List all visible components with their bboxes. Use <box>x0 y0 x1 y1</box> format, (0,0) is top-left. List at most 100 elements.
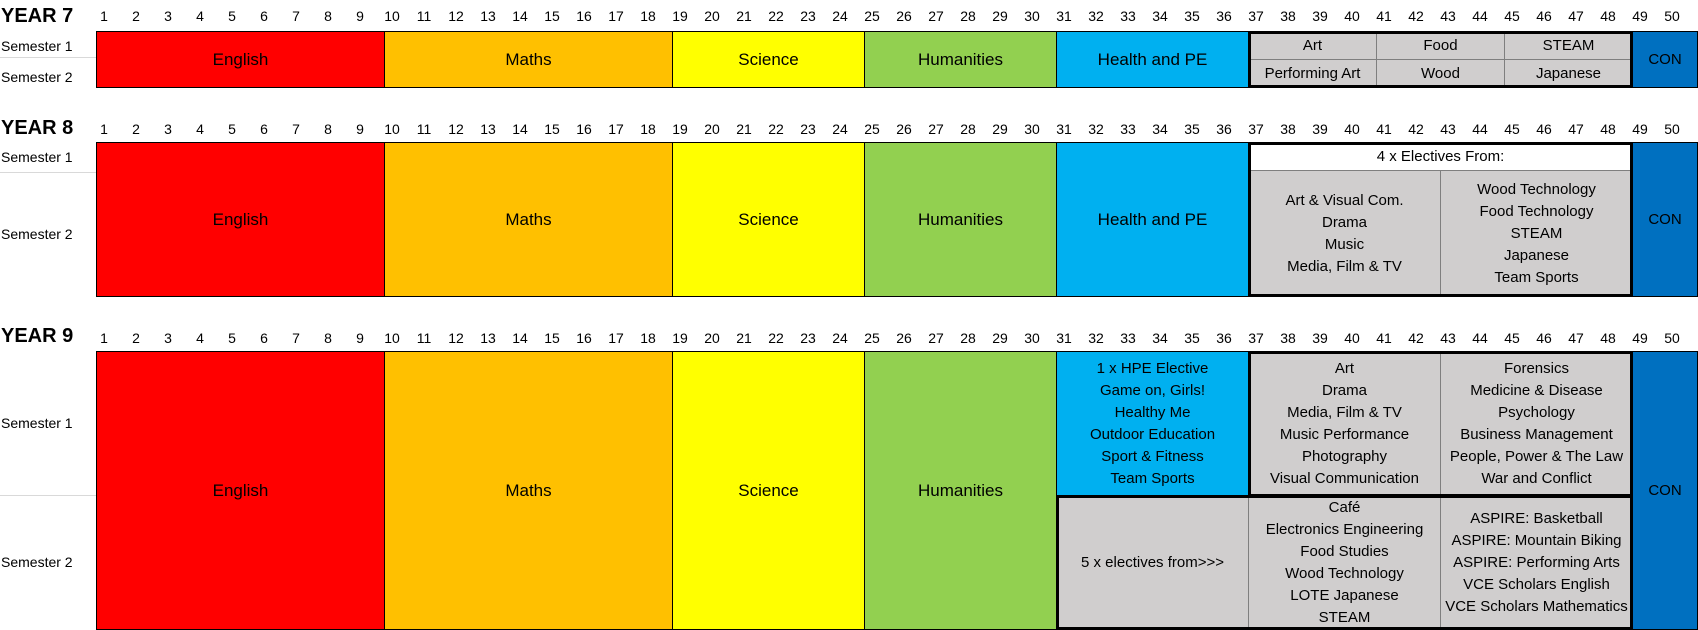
year9-sem1-electives-column-2[interactable]: Forensics Medicine & Disease Psychology … <box>1440 351 1633 496</box>
period-number: 21 <box>736 121 752 137</box>
period-number: 26 <box>896 330 912 346</box>
year7-elective-performing-art[interactable]: Performing Art <box>1248 59 1377 88</box>
period-number: 24 <box>832 121 848 137</box>
period-number: 20 <box>704 330 720 346</box>
period-number: 26 <box>896 121 912 137</box>
year7-elective-art[interactable]: Art <box>1248 31 1377 60</box>
period-number: 42 <box>1408 121 1424 137</box>
period-number: 15 <box>544 330 560 346</box>
year8-science-block[interactable]: Science <box>672 142 865 297</box>
period-number: 47 <box>1568 121 1584 137</box>
year9-humanities-block[interactable]: Humanities <box>864 351 1057 630</box>
year8-health-pe-block[interactable]: Health and PE <box>1056 142 1249 297</box>
period-number: 41 <box>1376 330 1392 346</box>
period-number: 23 <box>800 8 816 24</box>
period-number: 42 <box>1408 330 1424 346</box>
period-number: 10 <box>384 121 400 137</box>
period-number: 30 <box>1024 330 1040 346</box>
period-number: 31 <box>1056 8 1072 24</box>
year9-english-block[interactable]: English <box>96 351 385 630</box>
period-number: 39 <box>1312 121 1328 137</box>
year7-semester2-label: Semester 2 <box>1 69 73 85</box>
year8-semester1-label: Semester 1 <box>1 149 73 165</box>
period-number: 35 <box>1184 330 1200 346</box>
year8-electives-column-1[interactable]: Art & Visual Com. Drama Music Media, Fil… <box>1248 170 1441 297</box>
period-number: 32 <box>1088 121 1104 137</box>
year9-sem2-electives-column-2[interactable]: ASPIRE: Basketball ASPIRE: Mountain Biki… <box>1440 496 1633 630</box>
period-number: 41 <box>1376 8 1392 24</box>
period-number: 13 <box>480 121 496 137</box>
period-number: 46 <box>1536 330 1552 346</box>
year7-humanities-block[interactable]: Humanities <box>864 31 1057 88</box>
year8-electives-column-2[interactable]: Wood Technology Food Technology STEAM Ja… <box>1440 170 1633 297</box>
period-number: 19 <box>672 330 688 346</box>
period-number: 17 <box>608 8 624 24</box>
year7-elective-japanese[interactable]: Japanese <box>1504 59 1633 88</box>
period-number: 3 <box>164 330 172 346</box>
year8-english-block[interactable]: English <box>96 142 385 297</box>
period-number: 23 <box>800 330 816 346</box>
year9-sem1-electives-column-1[interactable]: Art Drama Media, Film & TV Music Perform… <box>1248 351 1441 496</box>
period-number: 43 <box>1440 121 1456 137</box>
period-number: 20 <box>704 8 720 24</box>
period-number: 42 <box>1408 8 1424 24</box>
period-number: 45 <box>1504 8 1520 24</box>
period-number: 46 <box>1536 8 1552 24</box>
period-number: 6 <box>260 8 268 24</box>
period-number: 6 <box>260 121 268 137</box>
year7-english-block[interactable]: English <box>96 31 385 88</box>
period-number: 50 <box>1664 121 1680 137</box>
year8-electives-header: 4 x Electives From: <box>1248 142 1633 171</box>
period-number: 11 <box>416 121 432 137</box>
period-number: 34 <box>1152 121 1168 137</box>
year7-elective-steam[interactable]: STEAM <box>1504 31 1633 60</box>
period-number: 28 <box>960 330 976 346</box>
period-number: 43 <box>1440 8 1456 24</box>
year9-con-block[interactable]: CON <box>1632 351 1698 630</box>
period-number: 19 <box>672 8 688 24</box>
year8-con-block[interactable]: CON <box>1632 142 1698 297</box>
period-number: 15 <box>544 8 560 24</box>
period-number: 35 <box>1184 121 1200 137</box>
year9-science-block[interactable]: Science <box>672 351 865 630</box>
period-number: 14 <box>512 121 528 137</box>
period-number: 46 <box>1536 121 1552 137</box>
year7-elective-food[interactable]: Food <box>1376 31 1505 60</box>
period-number: 18 <box>640 121 656 137</box>
period-number: 22 <box>768 121 784 137</box>
year7-health-pe-block[interactable]: Health and PE <box>1056 31 1249 88</box>
period-number: 29 <box>992 121 1008 137</box>
period-number: 49 <box>1632 330 1648 346</box>
period-number: 7 <box>292 330 300 346</box>
period-number: 37 <box>1248 8 1264 24</box>
period-number: 28 <box>960 8 976 24</box>
period-number: 33 <box>1120 121 1136 137</box>
year8-humanities-block[interactable]: Humanities <box>864 142 1057 297</box>
period-number: 25 <box>864 330 880 346</box>
year7-con-block[interactable]: CON <box>1632 31 1698 88</box>
year7-maths-block[interactable]: Maths <box>384 31 673 88</box>
period-number: 13 <box>480 8 496 24</box>
year7-elective-wood[interactable]: Wood <box>1376 59 1505 88</box>
period-number: 39 <box>1312 8 1328 24</box>
period-number: 9 <box>356 8 364 24</box>
period-number: 6 <box>260 330 268 346</box>
period-number: 24 <box>832 8 848 24</box>
row-divider <box>0 57 96 58</box>
period-number: 35 <box>1184 8 1200 24</box>
year7-science-block[interactable]: Science <box>672 31 865 88</box>
year9-sem2-electives-column-1[interactable]: Café Electronics Engineering Food Studie… <box>1248 496 1441 630</box>
year8-maths-block[interactable]: Maths <box>384 142 673 297</box>
year9-title: YEAR 9 <box>1 325 74 347</box>
year9-hpe-electives[interactable]: 1 x HPE Elective Game on, Girls! Healthy… <box>1056 351 1249 496</box>
year9-maths-block[interactable]: Maths <box>384 351 673 630</box>
period-number: 39 <box>1312 330 1328 346</box>
period-number: 4 <box>196 330 204 346</box>
period-number: 4 <box>196 8 204 24</box>
year7-title: YEAR 7 <box>1 5 74 27</box>
period-number: 5 <box>228 121 236 137</box>
period-number: 27 <box>928 8 944 24</box>
period-number: 22 <box>768 8 784 24</box>
period-number: 18 <box>640 8 656 24</box>
period-number: 32 <box>1088 8 1104 24</box>
